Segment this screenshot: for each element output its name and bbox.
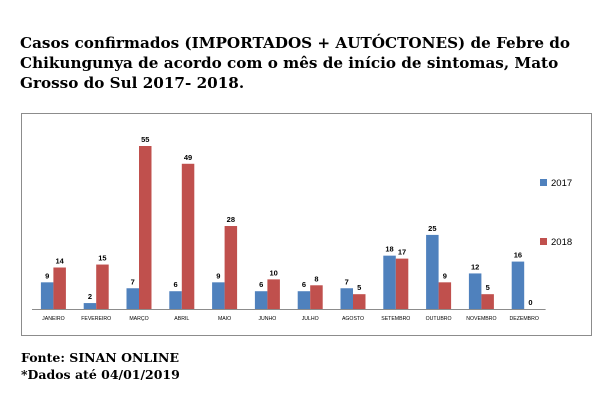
bar-2018-julho [310, 285, 323, 309]
x-tick-label-março: MARÇO [129, 316, 148, 322]
data-label-2017-outubro: 25 [428, 224, 436, 233]
legend-swatch-2018 [540, 238, 547, 245]
bar-2017-outubro [426, 234, 439, 309]
x-tick-label-agosto: AGOSTO [342, 316, 364, 322]
bar-2017-maio [212, 282, 225, 309]
x-tick-label-outubro: OUTUBRO [426, 316, 452, 322]
source-note: Fonte: SINAN ONLINE [21, 350, 179, 365]
bar-2018-junho [267, 279, 280, 309]
x-tick-label-abril: ABRIL [174, 316, 189, 322]
data-label-2017-fevereiro: 2 [88, 292, 92, 301]
bar-2017-setembro [383, 255, 396, 309]
bar-2018-novembro [481, 294, 494, 309]
x-tick-label-dezembro: DEZEMBRO [509, 316, 538, 322]
plot-area: 914JANEIRO215FEVEREIRO755MARÇO649ABRIL92… [32, 135, 546, 322]
x-tick-label-fevereiro: FEVEREIRO [81, 316, 111, 322]
data-label-2018-março: 55 [141, 135, 149, 144]
bar-2017-novembro [468, 273, 482, 309]
legend-label-2017: 2017 [551, 178, 572, 189]
data-label-2017-janeiro: 9 [45, 271, 49, 280]
x-tick-label-janeiro: JANEIRO [42, 316, 64, 322]
bar-2018-agosto [353, 294, 366, 309]
data-label-2018-setembro: 17 [398, 248, 406, 257]
legend-label-2018: 2018 [551, 237, 572, 248]
data-date-note: *Dados até 04/01/2019 [21, 367, 180, 382]
bar-2018-janeiro [53, 267, 66, 309]
x-tick-label-junho: JUNHO [258, 316, 276, 322]
bar-chart: 914JANEIRO215FEVEREIRO755MARÇO649ABRIL92… [32, 135, 572, 322]
data-label-2017-junho: 6 [259, 280, 263, 289]
data-label-2017-dezembro: 16 [514, 251, 522, 260]
bar-2018-outubro [438, 282, 452, 309]
x-tick-label-novembro: NOVEMBRO [466, 316, 496, 322]
bar-2017-dezembro [511, 261, 525, 309]
bar-2018-setembro [395, 258, 409, 309]
data-label-2017-agosto: 7 [345, 277, 349, 286]
data-label-2018-outubro: 9 [443, 271, 447, 280]
bar-2017-janeiro [40, 282, 54, 309]
data-label-2017-março: 7 [131, 277, 135, 286]
bar-2017-junho [254, 291, 268, 309]
bar-2017-julho [297, 291, 311, 309]
bar-2018-maio [224, 226, 238, 309]
bar-2017-agosto [340, 288, 353, 309]
data-label-2018-dezembro: 0 [528, 298, 532, 307]
chart-title: Casos confirmados (IMPORTADOS + AUTÓCTON… [20, 34, 571, 92]
x-tick-label-setembro: SETEMBRO [381, 316, 410, 322]
bar-2017-abril [169, 291, 182, 309]
data-label-2017-maio: 9 [216, 271, 220, 280]
data-label-2017-setembro: 18 [385, 245, 393, 254]
bar-2017-março [126, 288, 139, 309]
data-label-2017-julho: 6 [302, 280, 306, 289]
data-label-2018-janeiro: 14 [55, 257, 64, 266]
data-label-2018-julho: 8 [314, 274, 318, 283]
data-label-2018-fevereiro: 15 [98, 254, 106, 263]
data-label-2017-novembro: 12 [471, 262, 479, 271]
x-tick-label-julho: JULHO [302, 316, 319, 322]
bar-2017-fevereiro [83, 303, 97, 309]
bar-2018-março [139, 146, 152, 309]
x-tick-label-maio: MAIO [218, 316, 231, 322]
bar-2018-fevereiro [96, 264, 109, 309]
bar-2018-abril [181, 163, 195, 309]
legend-swatch-2017 [540, 179, 547, 186]
footer: Fonte: SINAN ONLINE *Dados até 04/01/201… [21, 349, 180, 383]
data-label-2018-abril: 49 [184, 153, 192, 162]
data-label-2018-agosto: 5 [357, 283, 361, 292]
data-label-2018-maio: 28 [227, 215, 235, 224]
data-label-2018-junho: 10 [269, 268, 277, 277]
legend: 2017 2018 [540, 178, 572, 248]
data-label-2017-abril: 6 [173, 280, 177, 289]
data-label-2018-novembro: 5 [486, 283, 490, 292]
